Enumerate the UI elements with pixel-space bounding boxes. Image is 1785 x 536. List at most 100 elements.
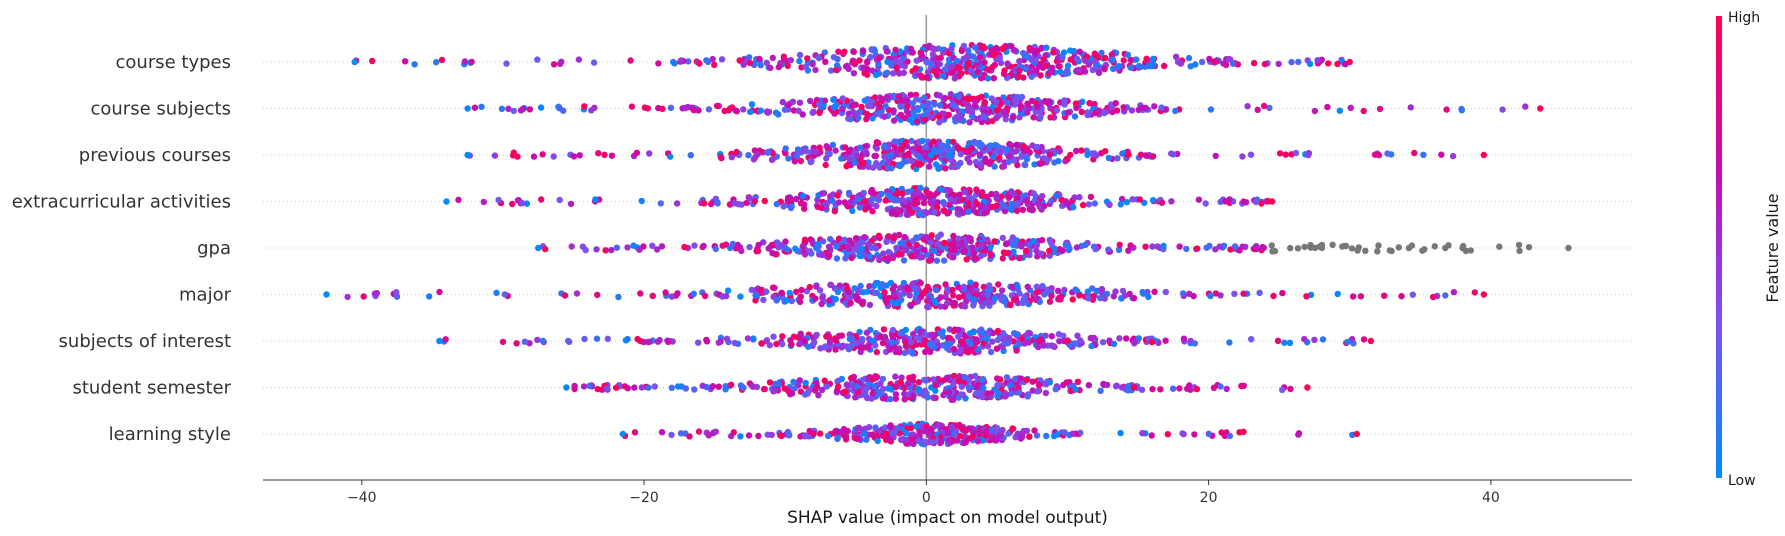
- shap-point: [784, 246, 791, 253]
- shap-point: [603, 385, 611, 392]
- shap-point: [729, 240, 736, 248]
- shap-point: [879, 339, 887, 347]
- shap-point: [1127, 64, 1134, 71]
- shap-point: [802, 379, 809, 387]
- shap-point: [859, 335, 866, 343]
- shap-point-extreme: [1480, 151, 1488, 159]
- shap-point: [755, 432, 762, 440]
- shap-point: [1116, 335, 1123, 342]
- shap-point: [1229, 60, 1237, 67]
- shap-point: [608, 246, 615, 254]
- shap-point: [869, 67, 876, 74]
- shap-point: [866, 283, 873, 290]
- shap-point: [1334, 60, 1341, 68]
- shap-point: [976, 143, 984, 150]
- shap-point: [930, 138, 937, 145]
- shap-point: [1247, 151, 1255, 158]
- shap-point: [1051, 159, 1058, 166]
- shap-point: [1225, 55, 1232, 63]
- shap-point: [1067, 47, 1074, 54]
- shap-point: [907, 301, 914, 309]
- shap-point: [593, 335, 601, 342]
- shap-point: [1305, 151, 1312, 159]
- shap-point: [782, 150, 789, 157]
- shap-point: [1360, 107, 1367, 115]
- shap-point: [1091, 58, 1099, 66]
- shap-point: [790, 378, 797, 386]
- shap-point: [947, 91, 954, 98]
- shap-point: [835, 48, 842, 55]
- shap-point: [1106, 201, 1113, 209]
- shap-point: [1017, 102, 1024, 110]
- shap-point: [847, 299, 854, 307]
- shap-point: [1059, 202, 1066, 209]
- shap-point: [856, 144, 864, 151]
- shap-point: [1046, 247, 1053, 255]
- shap-point: [935, 113, 943, 120]
- shap-point-missing: [1467, 247, 1475, 254]
- shap-point: [1016, 389, 1023, 396]
- shap-point: [873, 145, 880, 152]
- shap-point: [1216, 243, 1223, 250]
- shap-point: [987, 251, 995, 259]
- shap-point: [1240, 382, 1248, 389]
- shap-point: [945, 209, 953, 216]
- shap-point: [1350, 340, 1357, 347]
- shap-point: [1023, 376, 1030, 384]
- shap-point: [1023, 156, 1031, 163]
- shap-point: [654, 338, 662, 345]
- shap-point: [834, 55, 841, 63]
- shap-point: [1123, 335, 1130, 342]
- shap-point: [631, 384, 638, 391]
- shap-point: [843, 251, 851, 258]
- shap-point: [876, 103, 884, 111]
- shap-point: [1168, 150, 1175, 157]
- shap-point: [1336, 107, 1344, 114]
- shap-point: [970, 249, 977, 257]
- shap-point: [371, 290, 379, 297]
- shap-point: [1023, 299, 1030, 306]
- shap-point: [956, 432, 964, 440]
- shap-point: [519, 199, 526, 207]
- shap-point: [746, 59, 754, 67]
- shap-point: [963, 53, 971, 60]
- shap-point: [940, 72, 947, 80]
- shap-point: [1011, 47, 1019, 54]
- shap-point: [910, 392, 917, 399]
- shap-point: [748, 101, 756, 108]
- shap-point: [981, 59, 988, 66]
- shap-point: [993, 194, 1000, 201]
- shap-point: [766, 379, 774, 386]
- shap-point: [966, 434, 973, 442]
- shap-point: [1207, 106, 1215, 113]
- shap-point: [815, 54, 823, 62]
- shap-point-missing: [1431, 243, 1439, 250]
- shap-point: [895, 93, 903, 100]
- shap-point: [838, 375, 845, 383]
- shap-point: [673, 200, 681, 207]
- shap-point: [796, 51, 804, 59]
- shap-point: [871, 383, 878, 390]
- shap-point: [824, 432, 832, 440]
- shap-point: [1002, 249, 1009, 257]
- shap-point: [901, 141, 909, 148]
- shap-point: [1002, 240, 1010, 248]
- shap-point: [778, 242, 785, 249]
- shap-point: [799, 243, 806, 250]
- shap-point: [1092, 245, 1099, 253]
- shap-point: [931, 101, 938, 108]
- shap-point: [1236, 247, 1243, 254]
- shap-point-extreme: [563, 384, 570, 391]
- shap-point: [1319, 336, 1327, 343]
- shap-point: [1101, 65, 1108, 73]
- shap-point: [1014, 200, 1021, 207]
- shap-point: [926, 340, 934, 348]
- shap-point: [904, 188, 911, 196]
- shap-point: [705, 106, 713, 113]
- shap-point: [556, 196, 563, 204]
- shap-point: [787, 204, 795, 212]
- shap-point: [542, 245, 549, 253]
- shap-point: [948, 396, 955, 403]
- feature-label: learning style: [109, 424, 231, 445]
- shap-point: [1021, 161, 1028, 168]
